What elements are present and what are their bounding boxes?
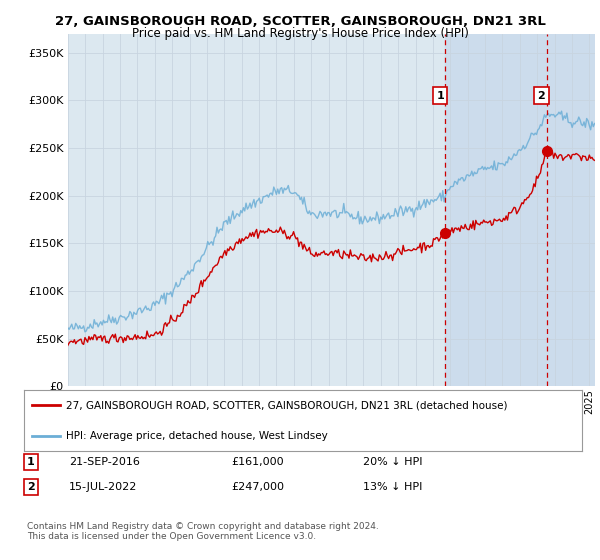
Text: Contains HM Land Registry data © Crown copyright and database right 2024.
This d: Contains HM Land Registry data © Crown c… bbox=[27, 522, 379, 542]
Text: 1: 1 bbox=[436, 91, 444, 101]
Text: 13% ↓ HPI: 13% ↓ HPI bbox=[363, 482, 422, 492]
Text: HPI: Average price, detached house, West Lindsey: HPI: Average price, detached house, West… bbox=[66, 431, 328, 441]
Text: 27, GAINSBOROUGH ROAD, SCOTTER, GAINSBOROUGH, DN21 3RL (detached house): 27, GAINSBOROUGH ROAD, SCOTTER, GAINSBOR… bbox=[66, 400, 508, 410]
Text: £247,000: £247,000 bbox=[231, 482, 284, 492]
Text: £161,000: £161,000 bbox=[231, 457, 284, 467]
Text: 15-JUL-2022: 15-JUL-2022 bbox=[69, 482, 137, 492]
Text: 21-SEP-2016: 21-SEP-2016 bbox=[69, 457, 140, 467]
Text: Price paid vs. HM Land Registry's House Price Index (HPI): Price paid vs. HM Land Registry's House … bbox=[131, 27, 469, 40]
Bar bbox=[445, 34, 595, 386]
Text: 2: 2 bbox=[27, 482, 35, 492]
Text: 27, GAINSBOROUGH ROAD, SCOTTER, GAINSBOROUGH, DN21 3RL: 27, GAINSBOROUGH ROAD, SCOTTER, GAINSBOR… bbox=[55, 15, 545, 28]
Text: 20% ↓ HPI: 20% ↓ HPI bbox=[363, 457, 422, 467]
Text: 1: 1 bbox=[27, 457, 35, 467]
Text: 2: 2 bbox=[538, 91, 545, 101]
